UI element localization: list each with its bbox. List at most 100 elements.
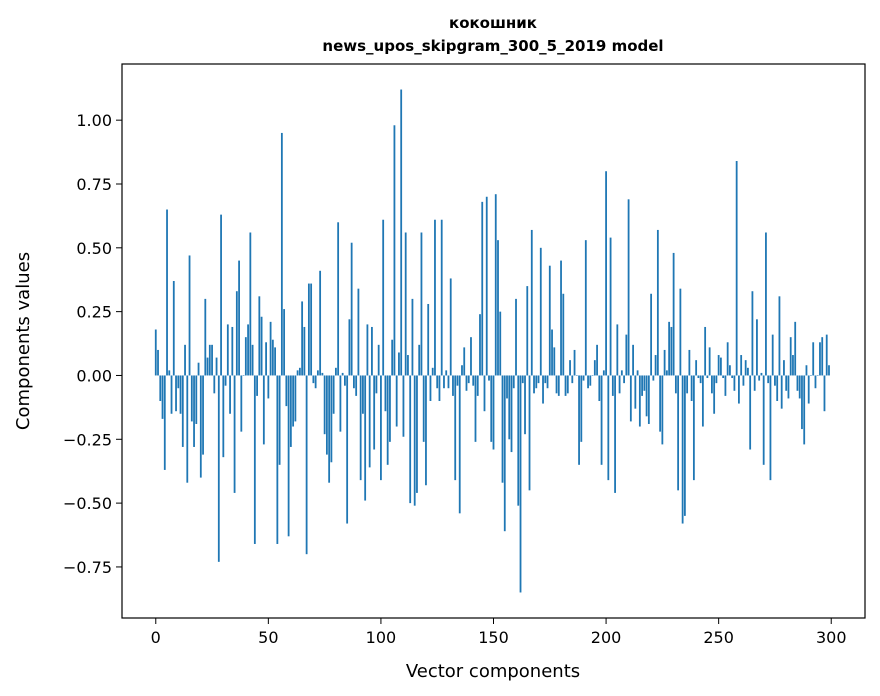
bar bbox=[546, 375, 549, 389]
bar bbox=[395, 375, 398, 427]
bar bbox=[485, 196, 488, 376]
bar bbox=[706, 375, 709, 379]
x-tick-label: 0 bbox=[151, 628, 161, 647]
bar bbox=[738, 375, 740, 404]
bar bbox=[726, 342, 729, 376]
bar bbox=[161, 375, 164, 419]
bar bbox=[787, 375, 790, 399]
bar bbox=[596, 344, 598, 376]
bar bbox=[515, 298, 517, 376]
bar bbox=[524, 375, 526, 435]
bar bbox=[704, 326, 707, 376]
bar bbox=[548, 265, 551, 376]
y-tick-label: −0.50 bbox=[63, 494, 112, 513]
bar bbox=[443, 375, 445, 389]
bar bbox=[215, 357, 218, 376]
bar bbox=[796, 375, 799, 391]
bar bbox=[238, 260, 240, 376]
bar bbox=[278, 375, 281, 465]
bar bbox=[492, 375, 495, 450]
bar bbox=[181, 375, 184, 447]
bar bbox=[418, 344, 421, 376]
bar bbox=[544, 375, 547, 384]
bar bbox=[470, 337, 472, 376]
bar bbox=[611, 375, 614, 396]
bar bbox=[629, 375, 632, 422]
bar bbox=[226, 324, 229, 376]
bar bbox=[625, 334, 628, 376]
bar bbox=[566, 375, 569, 394]
bar bbox=[325, 375, 328, 455]
bar bbox=[584, 240, 587, 376]
bar bbox=[542, 375, 544, 404]
bar bbox=[668, 321, 671, 376]
bar bbox=[454, 375, 457, 481]
bar bbox=[195, 375, 198, 424]
bar bbox=[512, 375, 515, 389]
bar bbox=[235, 291, 238, 376]
bar bbox=[465, 375, 468, 391]
bar bbox=[587, 375, 589, 389]
bar bbox=[413, 375, 416, 506]
bar bbox=[357, 288, 360, 376]
bar bbox=[301, 301, 304, 376]
x-tick-label: 150 bbox=[478, 628, 509, 647]
bar bbox=[756, 319, 758, 376]
bar bbox=[792, 355, 794, 376]
bar bbox=[521, 375, 524, 384]
bar bbox=[753, 375, 756, 391]
bar bbox=[233, 375, 236, 493]
bar bbox=[398, 352, 400, 376]
bar bbox=[747, 367, 749, 376]
bar bbox=[389, 375, 391, 442]
bar bbox=[751, 291, 754, 376]
bar bbox=[163, 375, 166, 470]
bar bbox=[508, 375, 511, 440]
bar bbox=[260, 316, 263, 376]
bar bbox=[407, 355, 409, 376]
bar bbox=[371, 326, 373, 376]
bar bbox=[652, 375, 655, 381]
bar bbox=[402, 375, 405, 437]
bar bbox=[256, 375, 258, 396]
bar bbox=[656, 229, 659, 376]
bar bbox=[598, 375, 601, 401]
bar bbox=[560, 260, 562, 376]
bar bbox=[600, 375, 603, 465]
bar bbox=[819, 342, 821, 376]
bar bbox=[211, 344, 213, 376]
bar bbox=[404, 232, 407, 376]
bar bbox=[692, 375, 695, 481]
bar bbox=[483, 375, 486, 412]
bar bbox=[638, 375, 641, 427]
bar bbox=[292, 375, 295, 427]
x-tick-label: 200 bbox=[591, 628, 622, 647]
bar bbox=[208, 344, 211, 376]
bar bbox=[609, 237, 612, 376]
bar bbox=[677, 375, 680, 491]
bar bbox=[812, 342, 815, 376]
bar bbox=[589, 375, 592, 386]
bar bbox=[744, 360, 747, 376]
bar bbox=[445, 370, 448, 376]
bar bbox=[213, 375, 216, 394]
bar bbox=[650, 293, 653, 376]
bar bbox=[328, 375, 331, 483]
bar bbox=[690, 375, 693, 401]
y-axis-label: Components values bbox=[13, 252, 34, 430]
bar bbox=[364, 375, 367, 501]
bar bbox=[384, 375, 387, 412]
y-tick-label: −0.75 bbox=[63, 558, 112, 577]
bar bbox=[729, 365, 731, 376]
bar bbox=[386, 375, 389, 465]
bar bbox=[731, 375, 734, 379]
bar bbox=[330, 375, 333, 463]
bar bbox=[436, 375, 439, 389]
x-tick-label: 50 bbox=[258, 628, 278, 647]
bar bbox=[688, 349, 691, 376]
bar bbox=[814, 375, 817, 389]
bar bbox=[697, 375, 700, 379]
bar bbox=[708, 347, 711, 376]
bar bbox=[762, 375, 765, 465]
bar bbox=[801, 375, 803, 430]
